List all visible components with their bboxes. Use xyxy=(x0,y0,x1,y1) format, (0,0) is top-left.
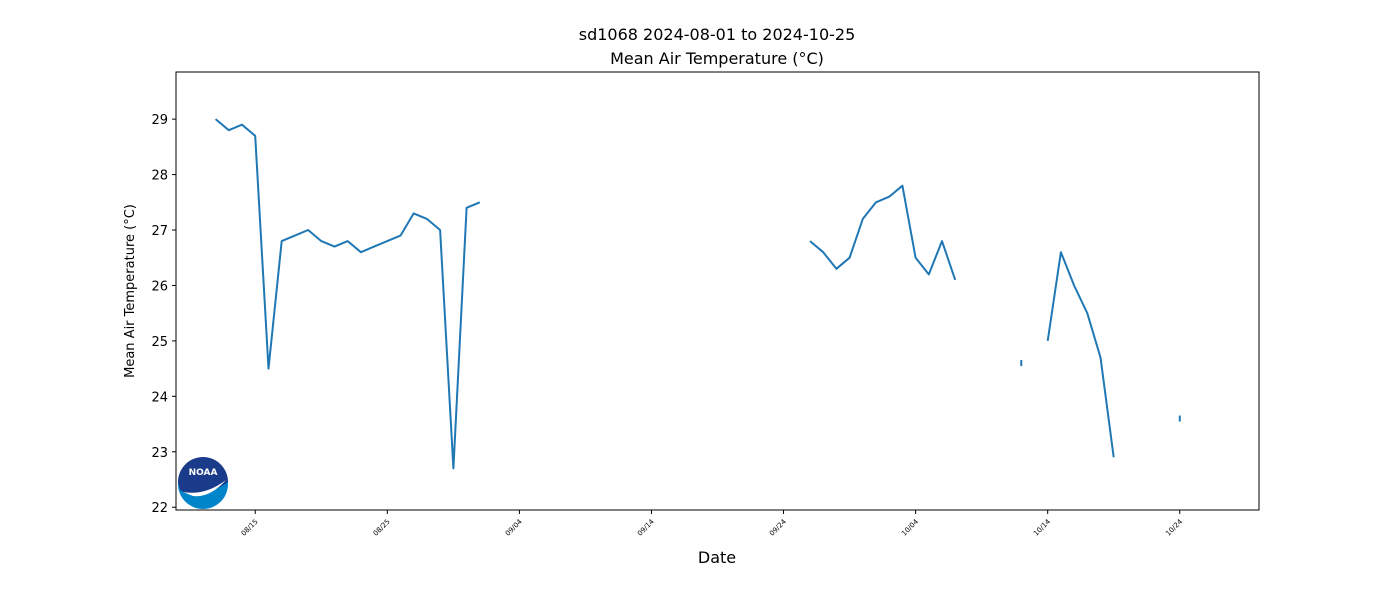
y-tick-label: 25 xyxy=(151,335,168,350)
data-point xyxy=(1020,360,1023,367)
y-tick-label: 27 xyxy=(151,224,168,239)
chart-title: sd1068 2024-08-01 to 2024-10-25 xyxy=(579,25,856,44)
plot-frame xyxy=(175,71,1260,511)
y-tick-label: 29 xyxy=(151,113,168,128)
x-tick-label: 10/24 xyxy=(1164,517,1184,537)
x-tick-label: 10/04 xyxy=(900,517,920,537)
y-tick-label: 22 xyxy=(151,501,168,516)
x-tick-label: 09/14 xyxy=(636,517,656,537)
data-line xyxy=(1046,251,1115,458)
x-tick-label: 08/25 xyxy=(372,518,392,538)
x-tick-label: 09/24 xyxy=(768,517,788,537)
y-tick-label: 24 xyxy=(151,390,168,405)
y-tick-label: 26 xyxy=(151,279,168,294)
x-tick-label: 09/04 xyxy=(504,517,524,537)
data-point xyxy=(1178,415,1181,422)
y-tick-label: 23 xyxy=(151,446,168,461)
x-tick-label: 08/15 xyxy=(240,518,260,538)
data-line xyxy=(809,184,957,281)
x-tick-label: 10/14 xyxy=(1032,517,1052,537)
y-tick-label: 28 xyxy=(151,169,168,184)
y-axis-label: Mean Air Temperature (°C) xyxy=(123,204,138,378)
data-line xyxy=(214,118,481,470)
x-axis-label: Date xyxy=(698,548,736,567)
chart-subtitle: Mean Air Temperature (°C) xyxy=(610,49,824,68)
logo-text: NOAA xyxy=(189,468,218,478)
logo-top xyxy=(178,457,228,495)
noaa-logo: NOAA xyxy=(178,457,228,509)
logo-gull xyxy=(183,480,226,497)
